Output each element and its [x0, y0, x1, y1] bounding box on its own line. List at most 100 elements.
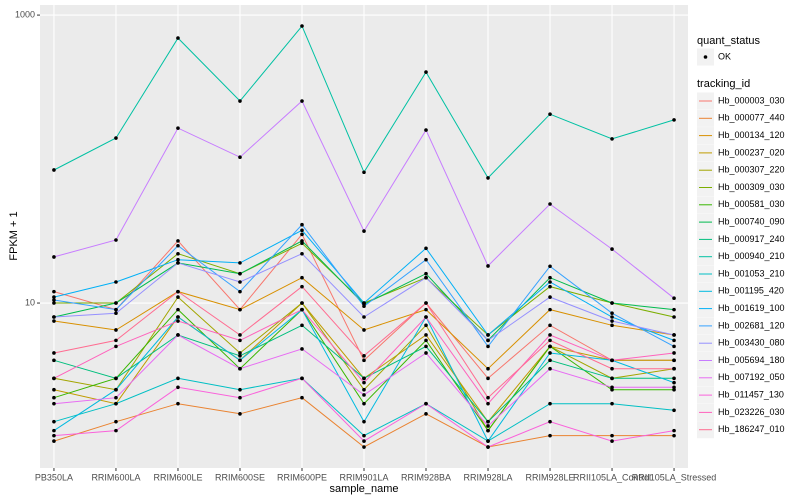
x-tick-label: RRII105LA_Stressed: [632, 472, 717, 482]
data-point: [610, 247, 614, 251]
data-point: [176, 243, 180, 248]
data-point: [238, 155, 242, 160]
data-point: [486, 333, 490, 337]
data-point: [672, 296, 676, 301]
data-point: [424, 257, 428, 262]
data-point: [672, 118, 676, 122]
data-point: [238, 280, 242, 284]
data-point: [238, 99, 242, 103]
data-point: [114, 376, 118, 381]
data-point: [672, 433, 676, 438]
data-point: [362, 229, 366, 233]
data-point: [486, 366, 490, 371]
legend-label: Hb_000309_030: [718, 182, 785, 192]
data-point: [486, 439, 490, 443]
data-point: [300, 99, 304, 103]
data-point: [486, 395, 490, 400]
data-point: [424, 338, 428, 343]
data-point: [672, 351, 676, 355]
data-point: [362, 393, 366, 397]
data-point: [610, 366, 614, 371]
data-point: [486, 338, 490, 343]
data-point: [176, 333, 180, 337]
data-point: [300, 222, 304, 227]
legend-label: Hb_000307_220: [718, 165, 785, 175]
legend-label: Hb_001195_420: [718, 286, 784, 296]
data-point: [300, 232, 304, 237]
legend-label: Hb_001619_100: [718, 303, 785, 313]
data-point: [424, 401, 428, 406]
data-point: [362, 387, 366, 392]
data-point: [424, 333, 428, 337]
data-point: [672, 428, 676, 433]
data-point: [548, 358, 552, 363]
data-point: [548, 275, 552, 280]
data-point: [52, 401, 56, 406]
data-point: [176, 401, 180, 406]
legend-label: OK: [718, 51, 731, 61]
data-point: [362, 380, 366, 385]
x-axis-title: sample_name: [329, 483, 398, 495]
data-point: [362, 358, 366, 363]
data-point: [114, 311, 118, 316]
data-point: [238, 366, 242, 371]
data-point: [362, 401, 366, 406]
x-tick-label: RRII105LA_Control: [573, 472, 651, 482]
data-point: [114, 307, 118, 312]
y-tick-label: 1000: [15, 9, 35, 19]
data-point: [672, 333, 676, 337]
data-point: [548, 307, 552, 312]
data-point: [486, 376, 490, 381]
legend-label: Hb_001053_210: [718, 268, 785, 278]
data-point: [486, 445, 490, 449]
data-point: [672, 376, 676, 381]
data-point: [362, 445, 366, 449]
data-point: [238, 395, 242, 400]
data-point: [238, 271, 242, 276]
data-point: [114, 328, 118, 332]
data-point: [610, 137, 614, 141]
data-point: [114, 301, 118, 305]
data-point: [424, 323, 428, 328]
legend-label: Hb_000940_210: [718, 251, 785, 261]
data-point: [114, 136, 118, 140]
data-point: [610, 376, 614, 381]
data-point: [52, 255, 56, 259]
data-point: [486, 401, 490, 406]
data-point: [610, 358, 614, 363]
data-point: [300, 228, 304, 233]
data-point: [548, 401, 552, 406]
data-point: [114, 401, 118, 406]
data-point: [114, 338, 118, 343]
data-point: [672, 385, 676, 390]
x-tick-label: RRIM600LA: [91, 472, 140, 482]
data-point: [672, 366, 676, 371]
data-point: [424, 70, 428, 74]
data-point: [548, 344, 552, 349]
legend-label: Hb_005694_180: [718, 355, 785, 365]
data-point: [424, 344, 428, 349]
data-point: [238, 289, 242, 294]
data-point: [300, 323, 304, 328]
data-point: [610, 439, 614, 443]
data-point: [486, 264, 490, 268]
legend-label: Hb_000134_120: [718, 130, 785, 140]
data-point: [176, 239, 180, 243]
data-point: [610, 433, 614, 438]
data-point: [52, 351, 56, 355]
legend-title: quant_status: [697, 35, 760, 47]
data-point: [300, 307, 304, 312]
data-point: [238, 387, 242, 392]
data-point: [486, 428, 490, 433]
data-point: [52, 295, 56, 299]
legend-label: Hb_007192_050: [718, 372, 785, 382]
data-point: [114, 387, 118, 392]
data-point: [238, 351, 242, 355]
data-point: [52, 433, 56, 438]
data-point: [300, 251, 304, 256]
data-point: [362, 170, 366, 175]
data-point: [548, 323, 552, 328]
data-point: [176, 385, 180, 390]
data-point: [238, 333, 242, 337]
